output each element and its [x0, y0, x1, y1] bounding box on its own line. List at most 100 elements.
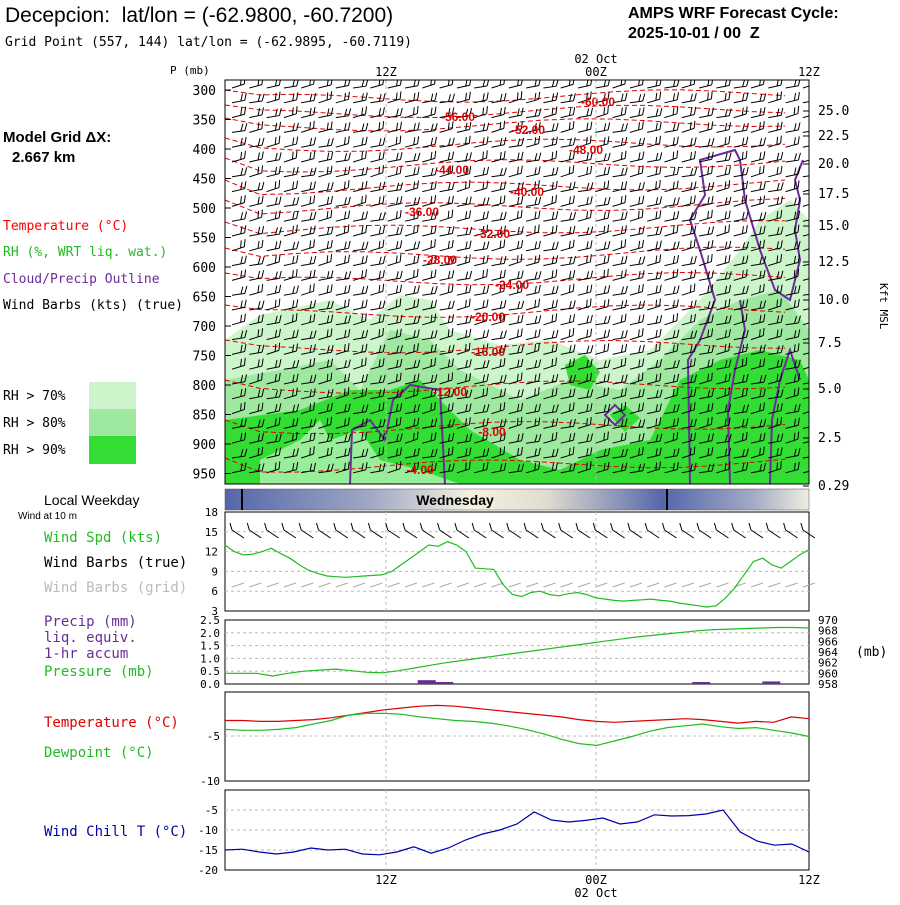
wind-barb — [508, 80, 524, 89]
pressure-tick-label: 700 — [193, 320, 216, 335]
wind-barb-flag — [742, 123, 745, 132]
wind-barb-shaft — [525, 129, 539, 133]
wind-barb — [404, 105, 419, 119]
wind-barb-flag — [537, 387, 540, 395]
wind-barb — [768, 165, 783, 178]
wind-barb-flag — [603, 404, 607, 413]
pressure-tick-right: 970 — [818, 614, 838, 627]
wind-barb-shaft — [387, 172, 401, 178]
wind-barb — [439, 344, 455, 355]
wind-barb-shaft — [249, 379, 262, 385]
wind-barb-flag — [572, 80, 575, 85]
wind-barb — [768, 121, 783, 133]
wind-barb-flag — [586, 448, 589, 456]
wind-barb-flag — [396, 182, 400, 191]
wind-barb-flag — [741, 433, 744, 441]
wind-barb — [647, 342, 661, 355]
wind-barb-flag — [590, 372, 592, 381]
wind-barb-flag — [551, 388, 554, 397]
precip-label-1: Precip (mm) — [44, 614, 137, 630]
wind-barb — [353, 329, 369, 341]
wind-barb — [508, 328, 523, 341]
wind-barb-flag — [434, 181, 437, 189]
wind-barb-shaft — [422, 381, 436, 385]
wind-barb-flag — [521, 433, 524, 441]
wind-barb — [422, 401, 436, 415]
wind-barb-shaft — [404, 261, 418, 267]
wind-barb-flag — [607, 241, 611, 249]
wind-barb-flag — [413, 107, 415, 115]
wind-barb-shaft — [543, 201, 556, 207]
wind-barb-flag — [551, 167, 555, 176]
wind-barb-shaft — [301, 188, 315, 193]
wind-barb-flag — [741, 358, 744, 367]
wind-barb-flag — [776, 315, 780, 324]
wind-barb-flag — [430, 433, 433, 441]
wind-barb-flag — [517, 226, 520, 235]
wind-barb-flag — [659, 152, 663, 160]
wind-barb-flag — [417, 241, 421, 249]
wind-barb-flag — [793, 404, 797, 413]
wind-barb-shaft — [595, 129, 609, 133]
wind-barb — [664, 106, 679, 119]
wind-barb — [387, 358, 403, 370]
wind-barb — [526, 359, 542, 370]
wind-barb-shaft — [491, 276, 505, 281]
wind-barb — [698, 151, 714, 163]
wind-barb — [266, 166, 281, 178]
wind-barb-shaft — [681, 439, 695, 444]
wind-barb — [595, 136, 610, 148]
wind-barb-shaft — [370, 83, 384, 89]
wind-barb-flag — [465, 329, 468, 338]
wind-barb — [335, 271, 352, 281]
wind-barb-flag — [642, 419, 646, 427]
wind-barb-shaft — [370, 470, 384, 474]
wind-barb-flag — [240, 181, 243, 190]
wind-barb-shaft — [664, 424, 678, 429]
wind-barb-flag — [347, 373, 351, 381]
wind-barb — [768, 209, 783, 222]
wind-barb-shaft — [802, 364, 809, 370]
wind-barb-shaft — [456, 84, 470, 89]
wind-barb-flag — [313, 225, 316, 234]
wind-barb-shaft — [352, 469, 366, 474]
wind-barb-shaft — [647, 159, 661, 163]
wind-barb-flag — [465, 448, 468, 457]
wind-barb-flag — [361, 107, 364, 116]
wind-barb-shaft — [560, 395, 574, 400]
wind-barb-flag — [361, 195, 363, 204]
wind-barb-shaft — [266, 247, 280, 252]
wind-barb-flag — [448, 419, 451, 428]
wind-barb-shaft — [699, 114, 712, 119]
wind-barb-flag — [672, 300, 675, 308]
wind-barb — [802, 409, 809, 415]
wind-barb-flag — [672, 225, 675, 234]
wind-barb-flag — [465, 404, 468, 412]
wind-barb-flag — [555, 180, 558, 189]
wind-barb-shaft — [301, 262, 315, 267]
isotherm-label: -12.00 — [433, 385, 467, 399]
wind-barb-shaft — [526, 410, 539, 415]
precip-tick: 0.5 — [200, 665, 220, 678]
wind-barb-flag — [538, 91, 541, 100]
surface-wind-barb-true — [404, 529, 418, 539]
wind-barb-shaft — [370, 453, 383, 459]
wind-barb — [456, 461, 471, 474]
wind-barb-flag — [278, 417, 281, 425]
wind-barb-flag — [503, 211, 507, 220]
wind-barb-shaft — [664, 248, 678, 252]
wind-barb-shaft — [387, 424, 401, 429]
wind-barb-flag — [711, 137, 715, 146]
wind-barb-flag — [603, 123, 607, 131]
wind-barb-flag — [417, 315, 421, 324]
rh90-label: RH > 90% — [3, 443, 66, 458]
wind-barb-flag — [499, 93, 503, 102]
wind-barb-flag — [447, 447, 450, 456]
wind-barb-shaft — [526, 159, 540, 163]
wind-barb-flag — [607, 417, 610, 426]
wind-barb-flag — [711, 314, 714, 323]
wind-barb — [629, 402, 645, 415]
wind-barb-shaft — [439, 100, 453, 104]
wind-barb-flag — [365, 373, 368, 382]
wind-barb — [301, 330, 317, 341]
